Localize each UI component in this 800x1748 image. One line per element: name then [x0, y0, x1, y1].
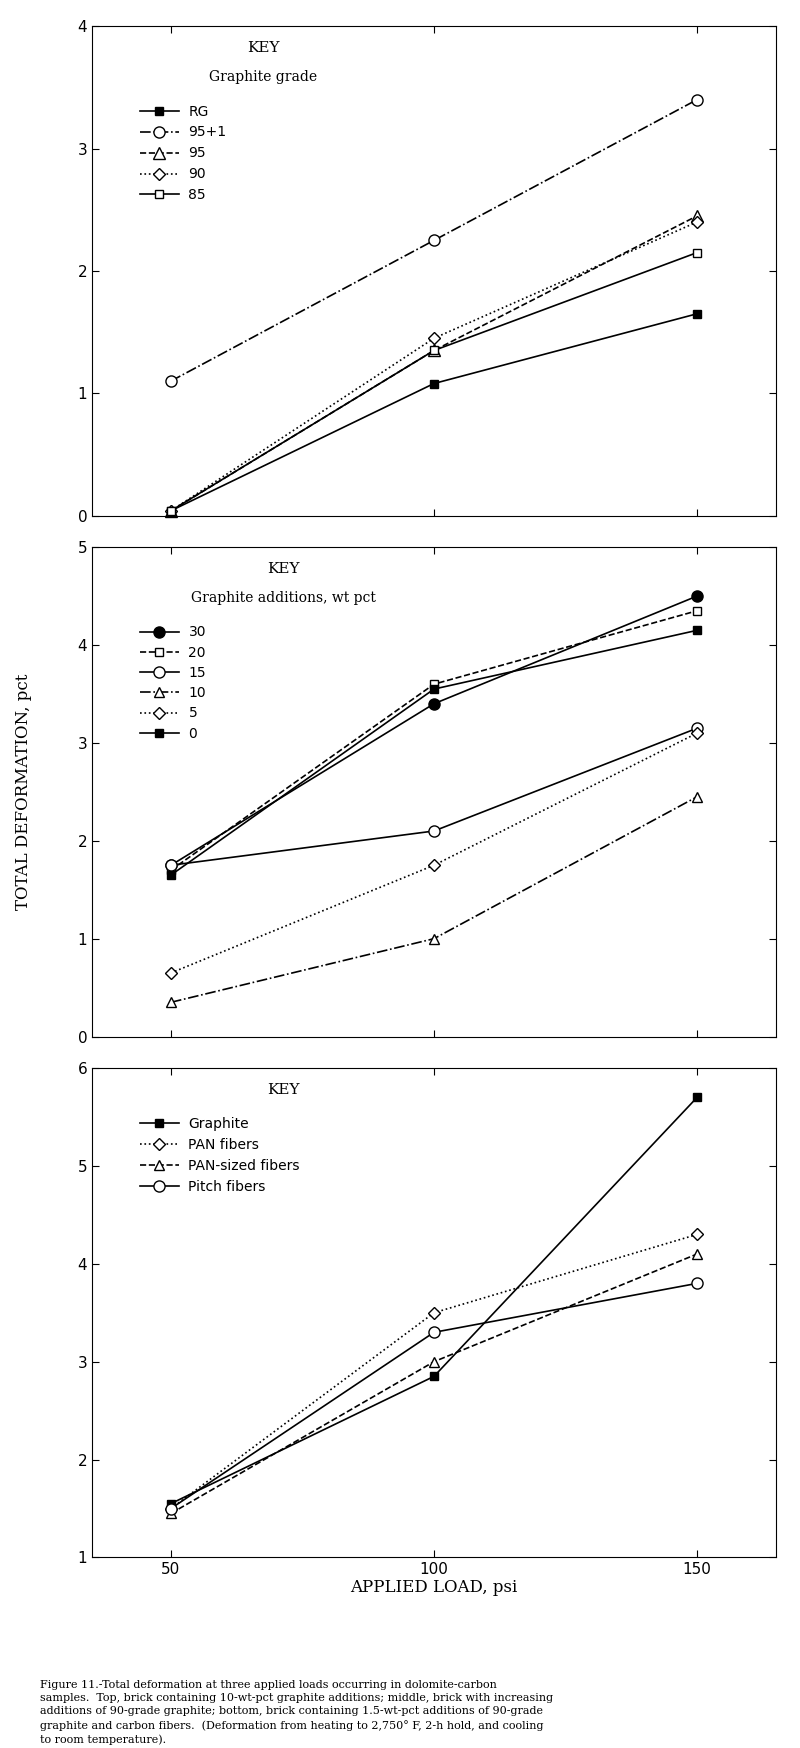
Text: Figure 11.-Total deformation at three applied loads occurring in dolomite-carbon: Figure 11.-Total deformation at three ap…	[40, 1680, 553, 1745]
Legend: 30, 20, 15, 10, 5, 0: 30, 20, 15, 10, 5, 0	[140, 626, 206, 741]
Text: Graphite grade: Graphite grade	[209, 70, 317, 84]
Text: KEY: KEY	[246, 40, 279, 54]
Legend: RG, 95+1, 95, 90, 85: RG, 95+1, 95, 90, 85	[140, 105, 226, 203]
Text: TOTAL DEFORMATION, pct: TOTAL DEFORMATION, pct	[15, 673, 33, 911]
Text: APPLIED LOAD, psi: APPLIED LOAD, psi	[350, 1578, 518, 1596]
Text: KEY: KEY	[267, 1082, 300, 1096]
Text: KEY: KEY	[267, 561, 300, 575]
Text: Graphite additions, wt pct: Graphite additions, wt pct	[191, 591, 376, 605]
Legend: Graphite, PAN fibers, PAN-sized fibers, Pitch fibers: Graphite, PAN fibers, PAN-sized fibers, …	[140, 1117, 300, 1194]
